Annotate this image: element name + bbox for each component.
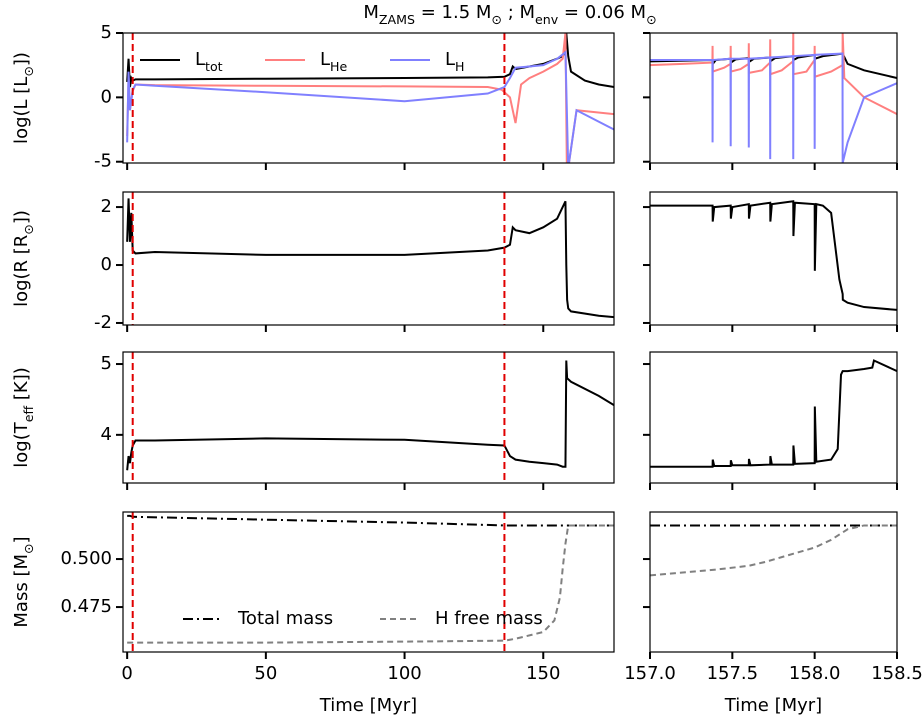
series-line: [127, 514, 614, 527]
y-axis-label: log(R [R⊙]): [11, 210, 36, 307]
x-axis-label: Time [Myr]: [319, 695, 417, 716]
y-axis-label-part: ]): [11, 52, 32, 66]
legend-label-part: L: [445, 49, 455, 70]
y-axis-label-part: eff: [21, 406, 36, 423]
y-axis-label-part: ]: [11, 536, 32, 543]
legend-label-part: L: [195, 49, 205, 70]
y-tick-label: -2: [94, 312, 112, 333]
x-tick-label: 0: [121, 663, 132, 684]
axes-frame: [122, 191, 615, 326]
x-tick-label: 157.0: [624, 663, 676, 684]
legend-label-part: He: [330, 59, 347, 74]
chart-title-part: ⊙: [646, 12, 657, 27]
plot-area: [650, 200, 897, 311]
series-line: [650, 52, 897, 163]
y-axis-label-part: log(R [R: [11, 235, 32, 307]
legend-label: Total mass: [237, 608, 333, 629]
y-axis-label: log(Teff [K]): [11, 367, 36, 468]
plot-area: [650, 33, 897, 163]
legend-label: LHe: [320, 49, 348, 74]
legend-label: LH: [445, 49, 465, 74]
legend-label-part: L: [320, 49, 330, 70]
plot-area: [126, 352, 614, 483]
y-tick-label: 0.475: [60, 596, 112, 617]
y-tick-label: 5: [101, 353, 112, 374]
y-axis-label-part: [K]): [11, 367, 32, 406]
x-tick-label: 50: [254, 663, 277, 684]
plot-area: [650, 524, 897, 577]
axes-frame: [649, 32, 898, 164]
legend-label: Ltot: [195, 49, 223, 74]
chart-title-part: M: [363, 2, 379, 23]
x-tick-label: 100: [387, 663, 421, 684]
series-line: [127, 524, 614, 644]
y-axis-label-part: ⊙: [21, 66, 36, 77]
plot-area: [127, 512, 614, 652]
x-tick-label: 158.5: [871, 663, 923, 684]
chart-title-part: = 1.5 M: [415, 2, 491, 23]
axes-frame: [649, 351, 898, 484]
y-axis-label-part: ]): [11, 210, 32, 224]
legend-label-part: H: [455, 59, 464, 74]
series-line: [126, 360, 614, 471]
y-axis-label: Mass [M⊙]: [11, 536, 36, 627]
y-axis-label-part: log(T: [11, 421, 32, 467]
chart-title-part: ⊙: [491, 12, 502, 27]
plot-area: [650, 359, 897, 468]
x-tick-label: 158.0: [789, 663, 841, 684]
x-tick-label: 150: [526, 663, 560, 684]
axes-frame: [649, 511, 898, 653]
axes-frame: [649, 191, 898, 326]
y-tick-label: 4: [101, 424, 112, 445]
x-tick-label: 157.5: [707, 663, 759, 684]
chart-title: MZAMS = 1.5 M⊙ ; Menv = 0.06 M⊙: [363, 2, 656, 27]
axes-frame: [122, 511, 615, 653]
y-tick-label: 0: [101, 254, 112, 275]
legend-label: H free mass: [435, 608, 543, 629]
axes-frame: [122, 351, 615, 484]
series-line: [126, 198, 614, 319]
chart-title-part: = 0.06 M: [558, 2, 646, 23]
y-axis-label: log(L [L⊙]): [11, 52, 36, 144]
y-axis-label-part: log(L [L: [11, 77, 32, 144]
y-tick-label: -5: [94, 151, 112, 172]
chart-title-part: ; M: [502, 2, 535, 23]
series-line: [650, 33, 897, 115]
y-axis-label-part: ⊙: [21, 543, 36, 554]
chart-title-part: env: [535, 12, 559, 27]
y-tick-label: 0.500: [60, 548, 112, 569]
legend-label-part: tot: [205, 59, 223, 74]
series-line: [650, 524, 897, 577]
axes-frame: [122, 32, 615, 164]
series-line: [650, 200, 897, 311]
y-axis-label-part: ⊙: [21, 224, 36, 235]
y-tick-label: 0: [101, 86, 112, 107]
y-tick-label: 5: [101, 22, 112, 43]
legend-label-part: H free mass: [435, 608, 543, 629]
x-axis-label: Time [Myr]: [724, 695, 822, 716]
plot-area: [126, 33, 614, 163]
y-tick-label: 2: [101, 196, 112, 217]
y-axis-label-part: Mass [M: [11, 554, 32, 628]
legend-label-part: Total mass: [237, 608, 333, 629]
series-line: [650, 359, 897, 468]
plot-area: [126, 192, 614, 325]
chart-title-part: ZAMS: [379, 12, 415, 27]
